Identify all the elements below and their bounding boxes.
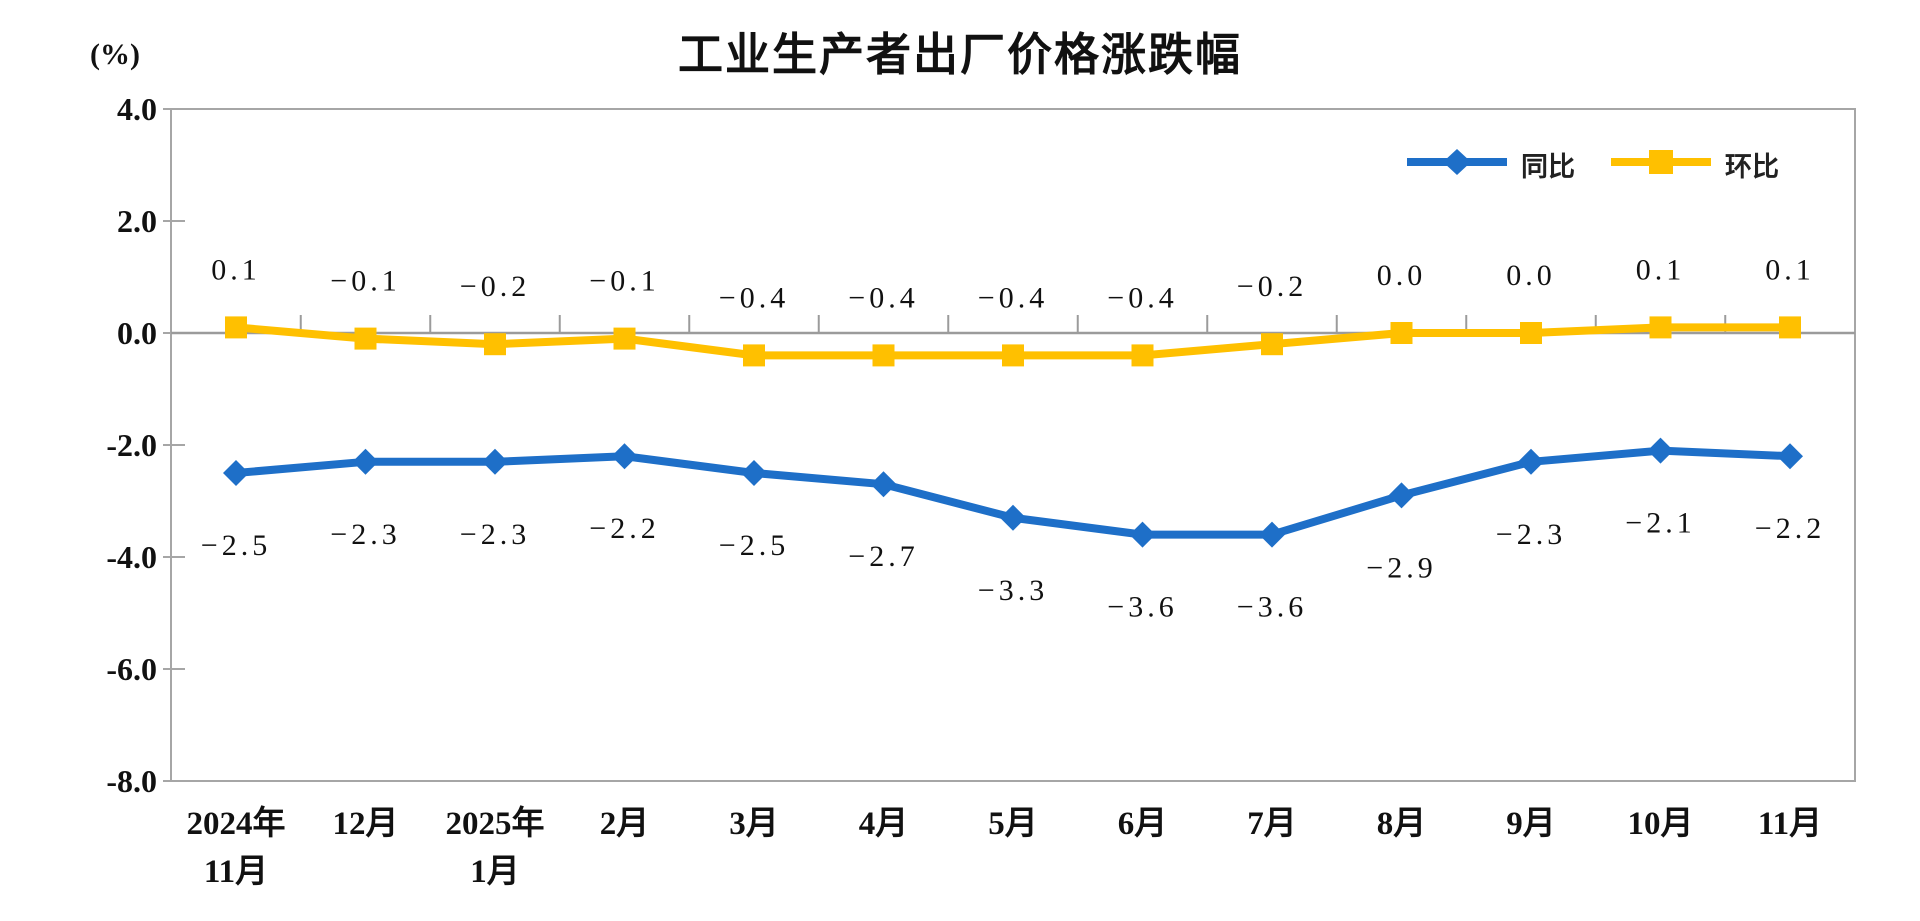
data-marker-square [613, 327, 636, 350]
data-label: −2.7 [848, 540, 918, 573]
data-marker-square [1261, 333, 1283, 356]
data-marker-diamond [1000, 504, 1026, 531]
data-marker-diamond [1777, 443, 1803, 470]
data-label: −2.9 [1366, 551, 1436, 584]
chart-title: 工业生产者出厂价格涨跌幅 [677, 29, 1242, 80]
y-axis-tick-label: -4.0 [106, 539, 157, 575]
y-axis-tick-label: 2.0 [117, 203, 157, 239]
y-axis-unit-label: (%) [90, 38, 140, 71]
x-axis-label: 11月 [204, 854, 268, 890]
data-marker-diamond [611, 443, 638, 470]
data-marker-diamond [1388, 482, 1415, 509]
data-label: −3.3 [978, 574, 1048, 607]
data-label: −2.2 [1755, 512, 1825, 545]
x-axis-label: 4月 [859, 806, 909, 842]
x-axis-label: 1月 [470, 854, 520, 890]
data-marker-diamond [482, 448, 508, 475]
data-label: −2.2 [589, 512, 659, 545]
data-marker-square [872, 344, 895, 367]
data-marker-diamond [870, 471, 897, 498]
x-axis-label: 3月 [729, 806, 779, 842]
x-axis-label: 12月 [333, 806, 399, 842]
legend-label-tongbi: 同比 [1521, 151, 1575, 182]
data-label: −0.1 [589, 265, 659, 298]
x-axis-label: 2024年 [187, 805, 286, 842]
data-marker-diamond [1129, 521, 1156, 548]
data-marker-square [225, 316, 247, 339]
data-marker-square [743, 344, 765, 367]
data-marker-diamond [1518, 448, 1544, 475]
x-axis-label: 2月 [600, 806, 650, 842]
y-axis-tick-label: 4.0 [117, 91, 157, 127]
data-label: −0.4 [719, 281, 789, 314]
x-axis-label: 5月 [988, 806, 1038, 842]
x-axis-label: 11月 [1758, 806, 1822, 842]
y-axis-tick-label: -2.0 [106, 427, 157, 463]
data-label: −0.4 [978, 281, 1048, 314]
chart-legend: 同比 环比 [1405, 142, 1805, 186]
data-marker-square [1649, 316, 1672, 339]
data-marker-diamond [1647, 437, 1674, 464]
data-marker-square [1002, 344, 1024, 367]
data-label: −2.5 [201, 529, 271, 562]
data-marker-diamond [352, 448, 379, 475]
data-marker-diamond [1259, 521, 1285, 548]
data-label: −2.3 [330, 518, 400, 551]
data-label: 0.1 [1765, 253, 1815, 286]
y-axis-tick-label: 0.0 [117, 315, 157, 351]
data-label: −0.4 [1107, 281, 1177, 314]
data-label: −3.6 [1237, 591, 1307, 624]
data-label: −2.1 [1625, 507, 1695, 540]
data-label: −2.3 [1496, 518, 1566, 551]
data-label: −0.2 [460, 270, 530, 303]
data-marker-square [1131, 344, 1154, 367]
data-label: 0.0 [1506, 259, 1556, 292]
data-marker-square [1779, 316, 1801, 339]
tongbi-line-diamond-icon [1405, 148, 1509, 180]
data-label: −0.2 [1237, 270, 1307, 303]
data-label: −2.3 [460, 518, 530, 551]
x-axis-label: 8月 [1377, 806, 1427, 842]
plot-frame [170, 108, 1856, 782]
data-marker-square [484, 333, 506, 356]
legend-item-tongbi: 同比 [1405, 145, 1575, 184]
x-axis-label: 7月 [1247, 806, 1297, 842]
data-label: 0.0 [1377, 259, 1427, 292]
data-label: 0.1 [211, 253, 261, 286]
data-label: −2.5 [719, 529, 789, 562]
x-axis-label: 6月 [1118, 806, 1168, 842]
data-marker-diamond [223, 460, 249, 486]
data-label: 0.1 [1636, 253, 1686, 286]
data-marker-square [1520, 322, 1542, 344]
data-marker-square [1390, 322, 1413, 344]
huanbi-line-square-icon [1609, 149, 1713, 180]
y-axis-tick-label: -6.0 [106, 651, 157, 687]
x-axis-label: 10月 [1628, 806, 1694, 842]
data-label: −0.4 [848, 281, 918, 314]
data-label: −3.6 [1107, 591, 1177, 624]
legend-item-huanbi: 环比 [1609, 145, 1779, 184]
data-marker-square [354, 327, 377, 350]
data-marker-diamond [741, 460, 767, 486]
y-axis-tick-label: -8.0 [106, 763, 157, 799]
x-axis-label: 9月 [1506, 806, 1556, 842]
legend-label-huanbi: 环比 [1725, 151, 1779, 182]
x-axis-label: 2025年 [446, 805, 545, 842]
data-label: −0.1 [330, 265, 400, 298]
